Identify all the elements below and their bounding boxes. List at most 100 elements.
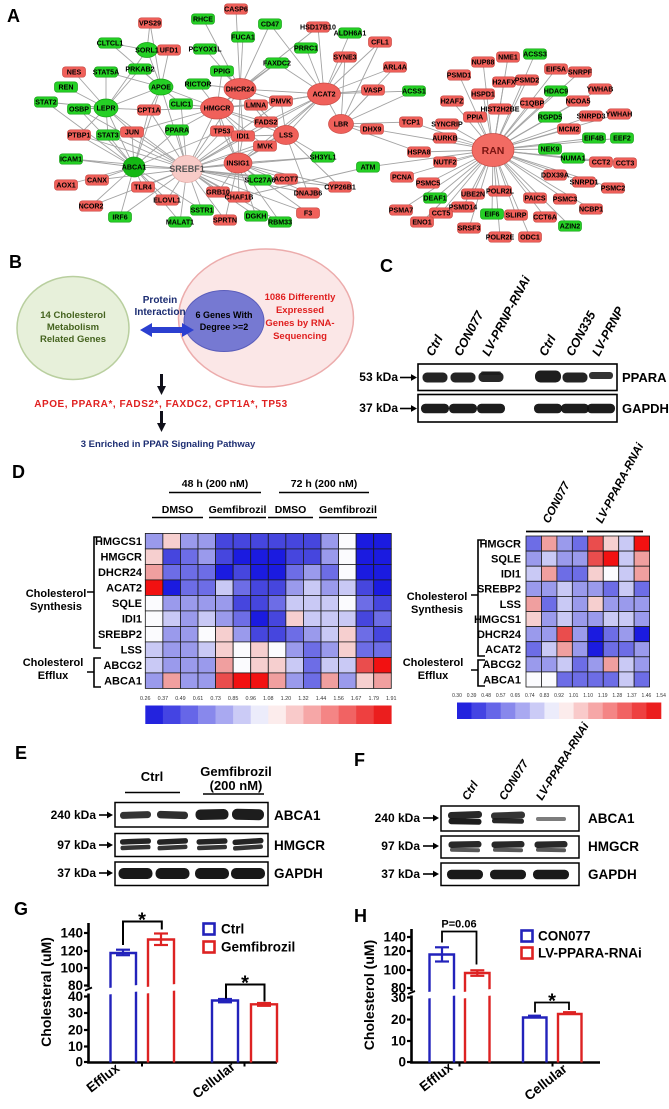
svg-text:0.65: 0.65 [510, 693, 520, 699]
svg-text:CFL1: CFL1 [371, 39, 389, 47]
svg-text:DMSO: DMSO [162, 504, 194, 516]
svg-text:PPIA: PPIA [467, 114, 484, 122]
svg-text:Related Genes: Related Genes [40, 334, 106, 345]
svg-text:PSMD14: PSMD14 [449, 204, 477, 212]
svg-text:ACSS3: ACSS3 [523, 51, 547, 59]
svg-text:DHCR24: DHCR24 [477, 629, 522, 641]
svg-text:GAPDH: GAPDH [588, 867, 637, 882]
svg-text:ABCA1: ABCA1 [588, 811, 635, 826]
svg-text:SNRPD1: SNRPD1 [570, 179, 599, 187]
svg-text:SYNE3: SYNE3 [333, 54, 356, 62]
svg-text:IDI1: IDI1 [501, 569, 521, 581]
svg-text:Gemfibrozil: Gemfibrozil [200, 764, 272, 779]
svg-text:1.10: 1.10 [583, 693, 593, 699]
svg-text:NUP88: NUP88 [472, 59, 495, 67]
svg-text:DHX9: DHX9 [363, 126, 382, 134]
svg-text:Cholesterol: Cholesterol [26, 588, 87, 600]
svg-text:Ctrl: Ctrl [141, 769, 163, 784]
svg-text:Cholesterol: Cholesterol [407, 591, 468, 603]
svg-text:240 kDa: 240 kDa [375, 811, 421, 825]
svg-text:PCNA: PCNA [392, 174, 412, 182]
svg-text:ALDH6A1: ALDH6A1 [334, 30, 367, 38]
svg-text:HSPD1: HSPD1 [471, 91, 495, 99]
svg-text:97 kDa: 97 kDa [381, 839, 420, 853]
svg-text:PSMA7: PSMA7 [389, 207, 413, 215]
svg-text:SYNCRIP: SYNCRIP [431, 121, 463, 129]
svg-text:AOX1: AOX1 [56, 182, 75, 190]
svg-text:CCT2: CCT2 [592, 159, 611, 167]
svg-text:Expressed: Expressed [276, 305, 324, 316]
svg-text:VASP: VASP [364, 87, 383, 95]
svg-text:PRRC1: PRRC1 [294, 45, 318, 53]
svg-text:APOE, PPARA*, FADS2*, FAXDC2,: APOE, PPARA*, FADS2*, FAXDC2, CPT1A*, TP… [34, 399, 288, 410]
svg-text:CCT3: CCT3 [616, 160, 635, 168]
svg-text:PAICS: PAICS [524, 195, 545, 203]
svg-text:*: * [241, 973, 249, 995]
svg-text:RGPD5: RGPD5 [538, 114, 562, 122]
svg-text:1.67: 1.67 [351, 696, 362, 702]
svg-text:UFD1: UFD1 [160, 47, 179, 55]
svg-text:YWHAH: YWHAH [606, 111, 633, 119]
svg-text:97 kDa: 97 kDa [57, 838, 96, 852]
svg-text:DHCR24: DHCR24 [98, 567, 143, 579]
svg-text:LEPR: LEPR [97, 105, 116, 113]
svg-text:HMGCR: HMGCR [274, 838, 325, 853]
svg-text:STAT3: STAT3 [97, 132, 118, 140]
svg-text:RAN: RAN [482, 145, 505, 157]
svg-text:PCYOX1L: PCYOX1L [188, 46, 222, 54]
svg-text:Metabolism: Metabolism [47, 322, 99, 333]
svg-text:Synthesis: Synthesis [411, 604, 463, 616]
svg-text:PSMC5: PSMC5 [416, 180, 440, 188]
svg-text:NUMA1: NUMA1 [560, 155, 585, 163]
svg-text:HMGCR: HMGCR [588, 839, 639, 854]
svg-text:MVK: MVK [257, 143, 274, 151]
svg-text:240 kDa: 240 kDa [51, 808, 97, 822]
svg-text:0.37: 0.37 [158, 696, 169, 702]
svg-text:Gemfibrozil: Gemfibrozil [209, 504, 267, 516]
svg-text:10: 10 [391, 1034, 406, 1049]
svg-text:EIF4B: EIF4B [584, 135, 604, 143]
svg-text:NCOA5: NCOA5 [566, 98, 591, 106]
svg-text:Synthesis: Synthesis [30, 601, 82, 613]
svg-text:140: 140 [60, 926, 83, 941]
svg-text:H2AFX: H2AFX [492, 79, 516, 87]
svg-text:PSMD2: PSMD2 [515, 77, 539, 85]
svg-text:140: 140 [383, 930, 406, 945]
svg-text:G: G [14, 899, 28, 919]
svg-text:0.74: 0.74 [525, 693, 535, 699]
svg-text:1.91: 1.91 [386, 696, 397, 702]
svg-text:PPARA: PPARA [165, 127, 189, 135]
svg-text:CCT6A: CCT6A [533, 214, 557, 222]
svg-text:FAXDC2: FAXDC2 [263, 60, 291, 68]
svg-text:0.83: 0.83 [540, 693, 550, 699]
svg-text:1.54: 1.54 [656, 693, 666, 699]
svg-text:C: C [380, 256, 393, 276]
svg-text:STAT5A: STAT5A [93, 69, 120, 77]
svg-text:0.30: 0.30 [452, 693, 462, 699]
svg-text:ACSS1: ACSS1 [402, 88, 426, 96]
svg-text:1.44: 1.44 [316, 696, 327, 702]
svg-text:ABCA1: ABCA1 [122, 164, 146, 172]
svg-text:Interaction: Interaction [134, 307, 185, 318]
svg-text:10: 10 [68, 1039, 83, 1054]
svg-text:80: 80 [68, 978, 83, 993]
svg-text:LSS: LSS [500, 599, 521, 611]
svg-text:ICAM1: ICAM1 [60, 156, 82, 164]
svg-text:SREBF1: SREBF1 [169, 164, 205, 174]
svg-text:HMGCR: HMGCR [204, 105, 231, 113]
svg-text:C1QBP: C1QBP [520, 100, 545, 108]
svg-text:OSBP: OSBP [69, 106, 89, 114]
svg-text:*: * [548, 991, 556, 1013]
svg-text:NME1: NME1 [498, 54, 518, 62]
svg-text:DDX39A: DDX39A [541, 172, 569, 180]
svg-text:IRF6: IRF6 [112, 214, 127, 222]
svg-text:1.28: 1.28 [612, 693, 622, 699]
svg-text:HSD17B10: HSD17B10 [300, 24, 336, 32]
svg-text:Cholesterol (uM): Cholesterol (uM) [361, 940, 377, 1050]
svg-text:CANX: CANX [87, 177, 107, 185]
svg-text:Degree >=2: Degree >=2 [200, 322, 249, 332]
svg-text:GAPDH: GAPDH [622, 401, 669, 416]
svg-text:MCM2: MCM2 [559, 126, 580, 134]
svg-text:A: A [7, 6, 20, 26]
svg-text:0: 0 [75, 1055, 83, 1070]
